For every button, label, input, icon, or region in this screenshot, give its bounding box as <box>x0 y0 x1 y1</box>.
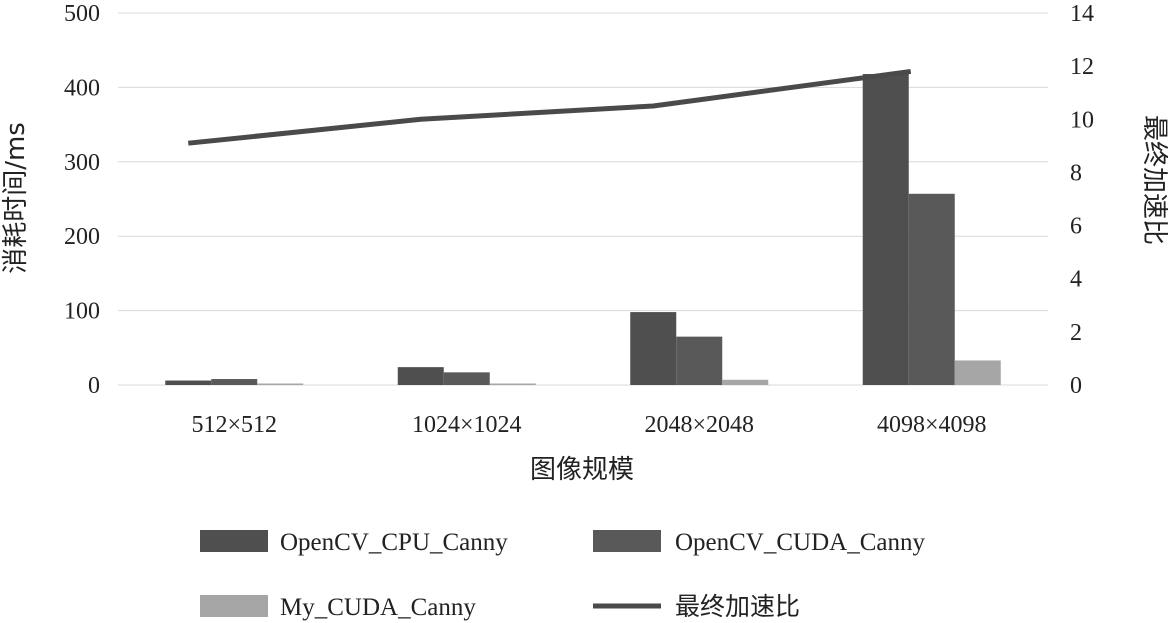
bar-opencv-cuda-canny <box>676 336 723 385</box>
legend-label: 最终加速比 <box>675 592 800 621</box>
left-tick-label: 500 <box>64 1 100 27</box>
legend-item: 最终加速比 <box>593 592 800 621</box>
bar-my-cuda-canny <box>257 383 304 385</box>
bar-my-cuda-canny <box>954 360 1001 385</box>
right-tick-label: 8 <box>1070 160 1082 186</box>
y2-axis-title: 最终加速比 <box>1139 115 1168 245</box>
legend-label: OpenCV_CUDA_Canny <box>675 529 925 556</box>
y-axis-title: 消耗时间/ms <box>1 122 31 274</box>
bar-opencv-cuda-canny <box>211 379 258 385</box>
right-tick-label: 6 <box>1070 214 1082 240</box>
line-speedup <box>187 68 912 146</box>
right-tick-label: 14 <box>1070 1 1094 27</box>
category-label: 512×512 <box>191 412 277 438</box>
category-labels: 512×512 1024×1024 2048×2048 4098×4098 <box>191 412 986 438</box>
right-tick-label: 12 <box>1070 54 1094 80</box>
left-tick-label: 300 <box>64 150 100 176</box>
category-label: 4098×4098 <box>877 412 987 438</box>
right-tick-label: 4 <box>1070 267 1082 293</box>
bars <box>165 74 1001 386</box>
bar-opencv-cpu-canny <box>397 367 444 385</box>
right-tick-label: 0 <box>1070 373 1082 399</box>
legend-item: OpenCV_CUDA_Canny <box>593 529 925 556</box>
category-label: 1024×1024 <box>412 412 522 438</box>
speedup-line <box>187 68 912 146</box>
bar-opencv-cuda-canny <box>908 193 955 385</box>
legend-label: My_CUDA_Canny <box>280 594 476 621</box>
legend-item: My_CUDA_Canny <box>200 594 476 621</box>
right-axis-ticks: 0 2 4 6 8 10 12 14 <box>1070 1 1094 399</box>
legend-swatch <box>593 530 661 552</box>
legend-item: OpenCV_CPU_Canny <box>200 529 508 556</box>
left-axis-ticks: 0 100 200 300 400 500 <box>64 1 100 399</box>
bar-opencv-cpu-canny <box>165 380 212 385</box>
left-tick-label: 100 <box>64 299 100 325</box>
left-tick-label: 0 <box>88 373 100 399</box>
legend-swatch <box>200 530 268 552</box>
legend: OpenCV_CPU_Canny OpenCV_CUDA_Canny My_CUDA… <box>200 529 925 621</box>
legend-swatch <box>200 595 268 617</box>
bar-my-cuda-canny <box>489 383 536 385</box>
right-tick-label: 10 <box>1070 107 1094 133</box>
legend-label: OpenCV_CPU_Canny <box>280 529 508 556</box>
x-axis-title: 图像规模 <box>530 455 634 485</box>
bar-opencv-cpu-canny <box>630 312 677 385</box>
right-tick-label: 2 <box>1070 320 1082 346</box>
bar-my-cuda-canny <box>722 379 769 385</box>
category-label: 2048×2048 <box>644 412 754 438</box>
left-tick-label: 400 <box>64 75 100 101</box>
bar-opencv-cuda-canny <box>443 372 490 385</box>
bar-opencv-cpu-canny <box>862 74 909 386</box>
left-tick-label: 200 <box>64 224 100 250</box>
